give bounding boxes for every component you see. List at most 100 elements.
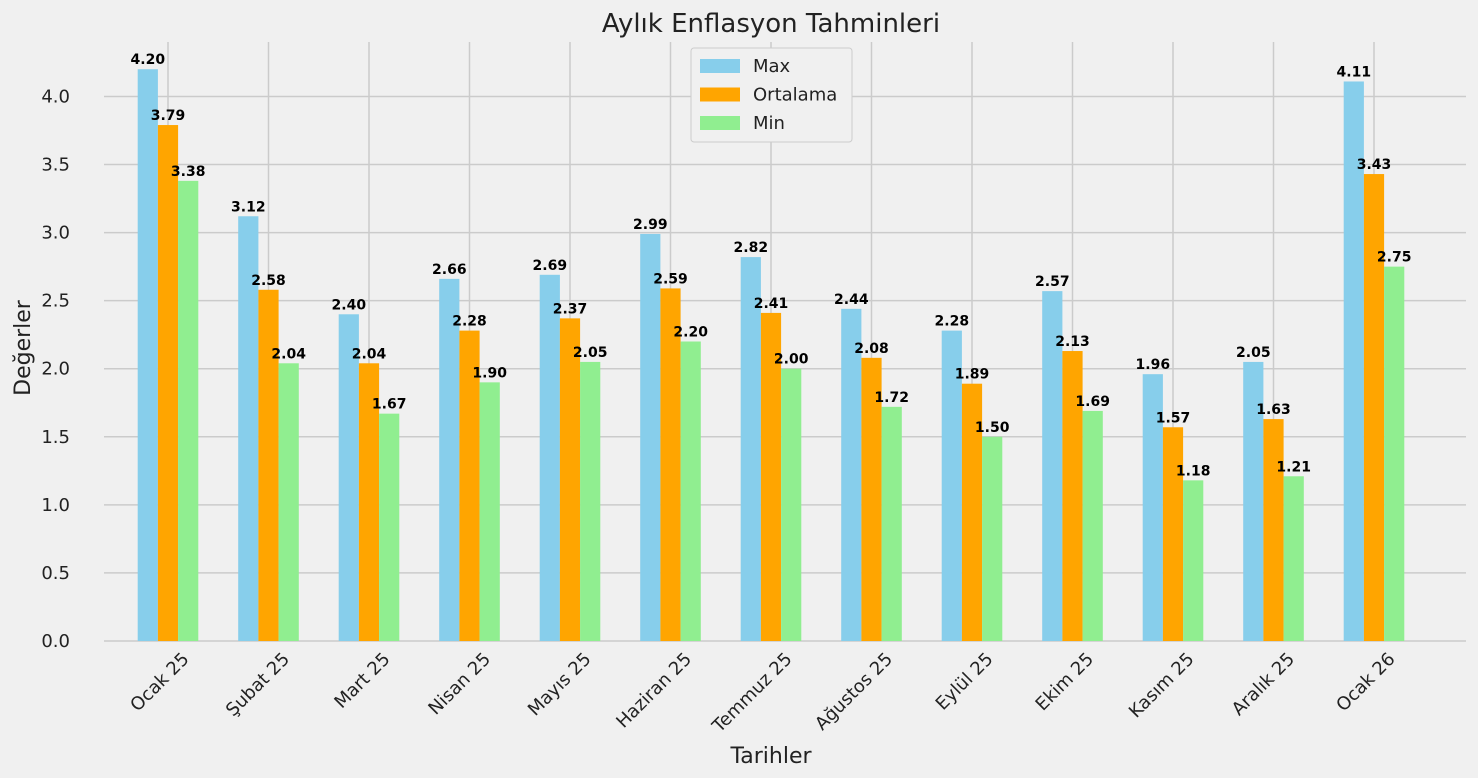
y-axis-label: Değerler xyxy=(11,299,36,396)
bar-value-label: 2.82 xyxy=(734,240,769,256)
bar-value-label: 1.90 xyxy=(472,365,507,381)
legend-label-ortalama: Ortalama xyxy=(753,85,837,106)
bar-max-10 xyxy=(1142,374,1163,641)
bar-ortalama-6 xyxy=(760,312,782,641)
y-tick-label: 1.0 xyxy=(41,495,70,516)
bar-min-3 xyxy=(479,382,500,641)
bar-ortalama-11 xyxy=(1263,419,1284,641)
bar-value-label: 2.00 xyxy=(774,352,809,368)
legend-swatch-max xyxy=(700,59,740,73)
bar-value-label: 3.12 xyxy=(231,199,266,215)
bar-value-label: 3.43 xyxy=(1357,157,1392,173)
bar-max-12 xyxy=(1343,81,1364,641)
bar-value-label: 2.05 xyxy=(1236,345,1271,361)
x-tick-label: Ocak 26 xyxy=(1332,649,1399,716)
bar-value-label: 3.38 xyxy=(171,164,206,180)
bar-min-5 xyxy=(680,341,701,641)
bar-value-label: 2.04 xyxy=(352,346,387,362)
bar-max-4 xyxy=(539,274,560,641)
bar-value-label: 2.69 xyxy=(533,258,568,274)
bar-max-11 xyxy=(1243,361,1264,641)
y-tick-label: 2.5 xyxy=(41,291,70,312)
bar-value-label: 2.04 xyxy=(271,346,306,362)
bar-min-2 xyxy=(379,413,400,641)
chart-title: Aylık Enflasyon Tahminleri xyxy=(602,9,940,39)
y-tick-label: 3.5 xyxy=(41,155,70,176)
bar-value-label: 4.20 xyxy=(131,52,166,68)
x-tick-label: Ekim 25 xyxy=(1032,649,1098,715)
bar-value-label: 1.89 xyxy=(955,367,990,383)
bar-ortalama-4 xyxy=(559,318,581,641)
x-tick-label: Aralık 25 xyxy=(1228,649,1299,720)
bar-value-label: 2.37 xyxy=(553,301,588,317)
bar-value-label: 2.05 xyxy=(573,345,608,361)
bar-value-label: 1.57 xyxy=(1156,410,1191,426)
bar-value-label: 1.96 xyxy=(1136,357,1171,373)
legend-label-min: Min xyxy=(753,113,785,134)
bar-max-5 xyxy=(640,233,661,641)
bar-value-label: 1.69 xyxy=(1075,394,1110,410)
bar-value-label: 2.58 xyxy=(251,273,286,289)
y-tick-label: 2.0 xyxy=(41,359,70,380)
bar-value-label: 1.63 xyxy=(1256,402,1291,418)
y-tick-label: 4.0 xyxy=(41,86,70,107)
bar-max-8 xyxy=(941,330,962,641)
legend-swatch-ortalama xyxy=(700,87,740,102)
bar-ortalama-1 xyxy=(258,289,279,641)
y-tick-label: 1.5 xyxy=(41,427,70,448)
y-tick-label: 0.0 xyxy=(41,631,70,652)
bar-min-8 xyxy=(982,436,1003,641)
bar-ortalama-9 xyxy=(1062,351,1083,641)
bar-value-label: 2.44 xyxy=(834,292,869,308)
bar-min-11 xyxy=(1283,476,1304,641)
bar-value-label: 4.11 xyxy=(1337,64,1372,80)
bar-max-6 xyxy=(740,257,761,641)
bar-min-0 xyxy=(178,180,199,642)
bar-ortalama-0 xyxy=(157,125,179,641)
y-tick-label: 3.0 xyxy=(41,223,70,244)
bar-ortalama-8 xyxy=(961,383,983,641)
bar-max-3 xyxy=(439,278,460,641)
x-tick-label: Ocak 25 xyxy=(126,649,193,716)
bar-value-label: 2.41 xyxy=(754,296,789,312)
bar-value-label: 1.50 xyxy=(975,420,1010,436)
x-axis-label: Tarihler xyxy=(729,744,812,769)
bar-min-12 xyxy=(1384,266,1405,641)
bar-ortalama-3 xyxy=(459,330,480,641)
bar-max-2 xyxy=(338,314,359,641)
legend: Max Ortalama Min xyxy=(690,47,853,143)
bar-value-label: 2.13 xyxy=(1055,334,1090,350)
bars xyxy=(137,69,1405,642)
bar-value-label: 2.20 xyxy=(673,325,708,341)
x-tick-label: Mayıs 25 xyxy=(524,649,596,721)
bar-value-label: 2.28 xyxy=(935,314,970,330)
bar-value-label: 1.18 xyxy=(1176,463,1211,479)
bar-max-1 xyxy=(238,216,259,641)
x-tick-label: Haziran 25 xyxy=(612,649,696,733)
bar-value-label: 1.67 xyxy=(372,397,407,413)
legend-swatch-min xyxy=(700,116,740,130)
bar-value-label: 2.66 xyxy=(432,262,467,278)
y-tick-label: 0.5 xyxy=(41,563,70,584)
x-tick-label: Eylül 25 xyxy=(932,649,998,715)
legend-label-max: Max xyxy=(753,56,791,77)
x-axis-ticks: Ocak 25 Şubat 25 Mart 25 Nisan 25 Mayıs 25 Ha… xyxy=(126,649,1399,738)
bar-min-7 xyxy=(881,406,902,641)
x-tick-label: Mart 25 xyxy=(330,649,394,713)
bar-labels: 4.20 3.12 2.40 2.66 2.69 2.99 2.82 2.44 2.28 2.57… xyxy=(131,52,1412,479)
bar-ortalama-5 xyxy=(660,288,681,641)
bar-value-label: 2.08 xyxy=(854,341,889,357)
bar-value-label: 2.40 xyxy=(332,297,367,313)
bar-ortalama-12 xyxy=(1363,174,1385,641)
bar-min-4 xyxy=(580,361,601,641)
bar-min-9 xyxy=(1082,410,1103,641)
x-tick-label: Ağustos 25 xyxy=(811,649,897,735)
bar-value-label: 2.57 xyxy=(1035,274,1070,290)
x-tick-label: Şubat 25 xyxy=(222,649,294,721)
bar-value-label: 3.79 xyxy=(151,108,186,124)
bar-max-9 xyxy=(1042,291,1063,641)
bar-value-label: 1.72 xyxy=(874,390,909,406)
bar-min-10 xyxy=(1183,480,1204,641)
bar-min-1 xyxy=(278,363,299,641)
